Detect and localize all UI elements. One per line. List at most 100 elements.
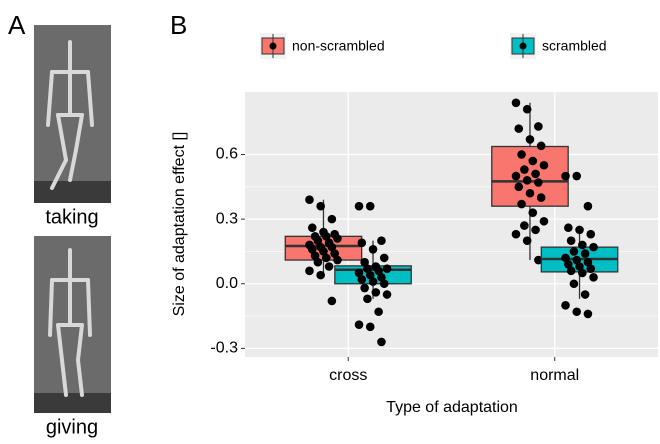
y-tick-label: 0.0 — [216, 275, 238, 292]
panel-label: B — [170, 10, 187, 40]
data-point — [566, 236, 576, 245]
y-tick-label: -0.3 — [210, 340, 238, 357]
stick-figure-image — [34, 236, 111, 413]
data-point — [321, 232, 331, 241]
data-point — [572, 171, 582, 181]
data-point — [382, 290, 392, 299]
data-point — [379, 279, 389, 289]
data-point — [313, 257, 323, 267]
data-point — [363, 264, 372, 273]
data-point — [307, 223, 317, 233]
data-point — [330, 249, 339, 258]
legend-item: non-scrambled — [260, 33, 385, 59]
data-point — [520, 221, 529, 230]
data-point — [586, 264, 596, 273]
data-point — [357, 238, 367, 248]
data-point — [313, 236, 323, 245]
data-point — [360, 283, 369, 293]
legend-key-point — [269, 42, 277, 50]
data-point — [586, 229, 596, 239]
data-point — [377, 272, 386, 282]
data-point — [589, 272, 598, 282]
data-point — [569, 279, 579, 289]
data-point — [583, 201, 593, 211]
data-point — [580, 249, 590, 258]
data-point — [525, 188, 535, 198]
data-point — [316, 201, 325, 211]
legend-label: scrambled — [542, 38, 607, 54]
data-point — [575, 225, 584, 235]
data-point — [321, 253, 331, 263]
x-tick-label: normal — [530, 367, 579, 384]
data-point — [583, 257, 593, 267]
data-point — [583, 309, 593, 319]
data-point — [528, 208, 538, 217]
data-point — [511, 98, 521, 108]
data-point — [578, 240, 587, 250]
data-point — [333, 255, 342, 265]
data-point — [354, 201, 364, 211]
data-point — [360, 257, 369, 267]
data-point — [354, 320, 364, 329]
data-point — [564, 260, 573, 269]
data-point — [363, 294, 372, 304]
legend-label: non-scrambled — [292, 38, 385, 54]
data-point — [561, 300, 570, 310]
data-point — [368, 277, 378, 286]
y-tick-label: 0.6 — [216, 146, 238, 163]
legend-key-point — [519, 42, 527, 50]
data-point — [327, 296, 337, 306]
panel-label: A — [8, 10, 26, 40]
data-point — [374, 307, 383, 317]
data-point — [354, 268, 364, 278]
data-point — [310, 251, 320, 261]
data-point — [525, 135, 535, 144]
data-point — [536, 141, 546, 151]
data-point — [327, 214, 337, 224]
data-point — [357, 275, 367, 284]
data-point — [539, 160, 549, 170]
data-point — [572, 255, 582, 265]
data-point — [561, 171, 570, 181]
data-point — [572, 307, 582, 317]
data-point — [511, 229, 521, 239]
x-tick-label: cross — [329, 367, 367, 384]
x-axis-label: Type of adaptation — [386, 399, 518, 416]
data-point — [371, 288, 381, 297]
data-point — [319, 247, 328, 256]
data-point — [575, 262, 584, 271]
data-point — [365, 270, 375, 280]
data-point — [531, 169, 540, 179]
data-point — [327, 242, 337, 252]
data-point — [522, 104, 532, 114]
plot-background — [245, 92, 658, 357]
data-point — [569, 247, 579, 256]
image-caption: giving — [46, 416, 98, 438]
data-point — [520, 165, 529, 174]
data-point — [316, 270, 325, 280]
data-point — [517, 199, 526, 209]
data-point — [564, 223, 573, 233]
data-point — [307, 244, 317, 254]
data-point — [522, 236, 532, 245]
data-point — [511, 171, 521, 181]
data-point — [580, 290, 590, 299]
y-axis-label: Size of adaptation effect [] — [171, 132, 188, 317]
data-point — [377, 337, 386, 347]
data-point — [528, 156, 538, 166]
data-point — [324, 262, 334, 271]
data-point — [534, 255, 543, 265]
data-point — [305, 266, 314, 276]
stick-figure-image — [34, 25, 111, 203]
data-point — [365, 201, 375, 211]
data-point — [578, 268, 587, 278]
data-point — [539, 216, 549, 226]
data-point — [517, 150, 526, 159]
data-point — [382, 264, 392, 273]
data-point — [536, 193, 546, 202]
data-point — [531, 225, 540, 235]
data-point — [589, 242, 598, 252]
data-point — [374, 266, 383, 276]
